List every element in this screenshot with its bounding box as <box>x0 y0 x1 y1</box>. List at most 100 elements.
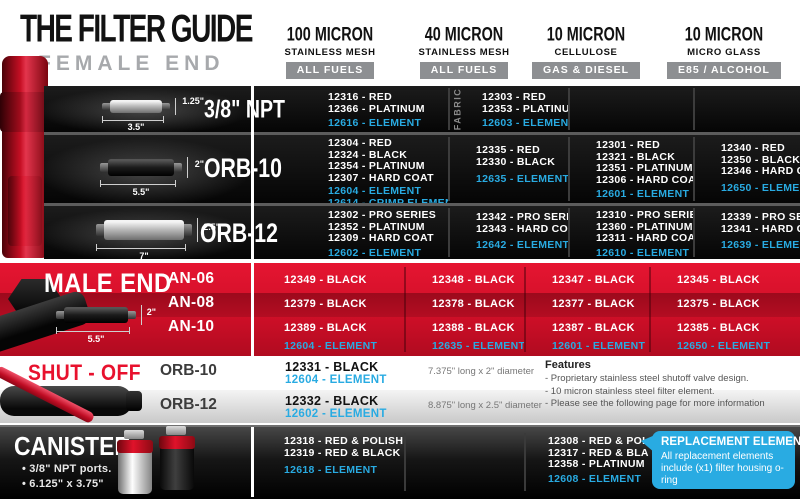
dim-height-label: 1.25" <box>182 96 204 106</box>
column-micron-label: 40 MICRON <box>424 22 504 45</box>
element-part-number: 12616 - ELEMENT <box>328 117 422 130</box>
part-number: 12354 - PLATINUM <box>328 160 425 173</box>
label-column-divider <box>251 86 254 259</box>
part-number: 12350 - BLACK <box>721 153 800 166</box>
row-separator <box>44 132 800 135</box>
fuel-badge: GAS & DIESEL <box>531 62 641 79</box>
element-list: 12639 - ELEMENT <box>721 239 800 252</box>
column-media-label: CELLULOSE <box>554 47 618 58</box>
column-header-10-micron-cellulose: 10 MICRON CELLULOSE GAS & DIESEL <box>511 22 661 79</box>
part-number: 12388 - BLACK <box>432 322 515 334</box>
row-label-an08: AN-08 <box>168 294 215 311</box>
canister-spec: • 6.125" x 3.75" <box>22 478 104 490</box>
dim-width-label: 5.5" <box>132 187 150 197</box>
male-fitting-photo <box>0 273 112 353</box>
part-list: 12339 - PRO SERIES12341 - HARD COAT <box>721 211 800 235</box>
cell-orb10-40micron: 12335 - RED 12330 - BLACK 12635 - ELEMENT <box>448 135 568 203</box>
part-number: 12339 - PRO SERIES <box>721 211 800 223</box>
part-number: 12379 - BLACK <box>284 298 367 310</box>
part-list: 12304 - RED 12324 - BLACK 12354 - PLATINUM… <box>328 137 446 184</box>
part-number: 12317 - RED & BLACK <box>548 446 649 459</box>
feature-list: - Proprietary stainless steel shutoff va… <box>545 373 795 411</box>
column-micron-label: 10 MICRON <box>546 22 626 45</box>
part-number: 12319 - RED & BLACK <box>284 446 401 459</box>
part-number: 12352 - PLATINUM <box>328 220 425 233</box>
row-label-orb10: ORB-10 <box>204 153 282 184</box>
column-micron-label: 100 MICRON <box>286 22 374 45</box>
canister-photo-polish <box>117 430 153 494</box>
element-part-number: 12603 - ELEMENT <box>482 117 568 130</box>
part-number: 12360 - PLATINUM <box>596 220 693 233</box>
label-column-divider <box>251 427 254 497</box>
part-number: 12318 - RED & POLISH <box>284 435 404 447</box>
part-number: 12347 - BLACK <box>552 274 635 286</box>
part-number: 12340 - RED <box>721 142 785 154</box>
shutoff-heading: SHUT - OFF <box>28 360 142 385</box>
cell-npt-microglass <box>693 86 800 132</box>
part-number: 12351 - PLATINUM <box>596 162 693 175</box>
part-list: 12342 - PRO SERIES12343 - HARD COAT <box>476 211 568 235</box>
part-number: 12330 - BLACK <box>476 155 556 168</box>
filter-diagram: 2.5" 7" <box>96 218 220 261</box>
element-part-number: 12608 - ELEMENT <box>548 472 642 485</box>
dimensions-note: 7.375" long x 2" diameter <box>428 366 535 377</box>
row-npt: 1.25" 3.5" 3/8" NPT 12316 - RED 12366 - P… <box>44 86 800 132</box>
part-number: 12304 - RED <box>328 137 392 149</box>
part-number: 12387 - BLACK <box>552 322 635 334</box>
element-list: 12642 - ELEMENT <box>476 239 568 252</box>
part-number: 12311 - HARD COAT <box>596 232 693 245</box>
shutoff-row-orb10 <box>0 357 800 390</box>
cell-canister-100micron: 12318 - RED & POLISH 12319 - RED & BLACK … <box>256 427 404 499</box>
part-number: 12308 - RED & POLISH <box>548 435 649 447</box>
dimensions-note: 8.875" long x 2.5" diameter <box>428 400 542 411</box>
dim-height-label: 2.5" <box>203 222 220 232</box>
feature-line: - Proprietary stainless steel shutoff va… <box>545 373 749 384</box>
cell-canister-cellulose: 12308 - RED & POLISH12317 - RED & BLACK1… <box>524 427 649 499</box>
page-title: THE FILTER GUIDE <box>20 6 253 51</box>
part-number: 12348 - BLACK <box>432 274 515 286</box>
fuel-badge: ALL FUELS <box>419 62 509 79</box>
element-part-number: 12639 - ELEMENT <box>721 239 800 252</box>
part-number: 12331 - BLACK <box>285 360 379 374</box>
row-label-orb12: ORB-12 <box>200 218 278 249</box>
part-list: 12310 - PRO SERIES12360 - PLATINUM12311 … <box>596 209 693 245</box>
column-media-label: MICRO GLASS <box>687 47 761 58</box>
features-block: Features - Proprietary stainless steel s… <box>545 359 795 411</box>
part-number: 12341 - HARD COAT <box>721 222 800 235</box>
element-part-number: 12618 - ELEMENT <box>284 464 378 477</box>
part-number: 12378 - BLACK <box>432 298 515 310</box>
fuel-badge: ALL FUELS <box>285 62 375 79</box>
column-header-100-micron: 100 MICRON STAINLESS MESH ALL FUELS <box>255 22 405 79</box>
part-number: 12358 - PLATINUM <box>548 458 645 471</box>
element-list: 12608 - ELEMENT <box>548 472 647 486</box>
part-number: 12345 - BLACK <box>677 274 760 286</box>
cell-orb12-microglass: 12339 - PRO SERIES12341 - HARD COAT 1263… <box>693 206 800 259</box>
element-part-number: 12601 - ELEMENT <box>596 188 690 201</box>
part-list: 12302 - PRO SERIES 12352 - PLATINUM 12309 … <box>328 209 446 245</box>
part-number: 12316 - RED <box>328 91 392 103</box>
column-header-40-micron: 40 MICRON STAINLESS MESH ALL FUELS <box>389 22 539 79</box>
dim-height-label: 2" <box>146 307 156 317</box>
part-list: 12301 - RED 12321 - BLACK 12351 - PLATINUM… <box>596 139 693 186</box>
dim-width-label: 5.5" <box>87 334 105 344</box>
fuel-badge: E85 / ALCOHOL <box>667 62 781 79</box>
element-part-number: 12604 - ELEMENT <box>328 185 422 198</box>
cell-orb12-40micron: 12342 - PRO SERIES12343 - HARD COAT 1264… <box>448 206 568 259</box>
row-an10: AN-10 12389 - BLACK 12388 - BLACK 12387 … <box>0 318 800 341</box>
element-part-number: 12601 - ELEMENT <box>552 340 646 352</box>
row-label-shutoff-orb10: ORB-10 <box>160 362 217 379</box>
filter-diagram: 2" 5.5" <box>56 305 156 344</box>
part-number: 12389 - BLACK <box>284 322 367 334</box>
filter-diagram: 1.25" 3.5" <box>102 96 204 132</box>
part-number: 12343 - HARD COAT <box>476 222 568 235</box>
part-list: 12335 - RED 12330 - BLACK <box>476 144 566 168</box>
part-number: 12366 - PLATINUM <box>328 102 425 115</box>
element-list: 12604 - ELEMENT 12614 - CRIMP ELEMENT <box>328 185 448 203</box>
element-list: 12650 - ELEMENT <box>721 182 800 195</box>
row-label-npt: 3/8" NPT <box>204 95 285 124</box>
part-number: 12303 - RED <box>482 91 546 103</box>
element-part-number: 12642 - ELEMENT <box>476 239 568 252</box>
